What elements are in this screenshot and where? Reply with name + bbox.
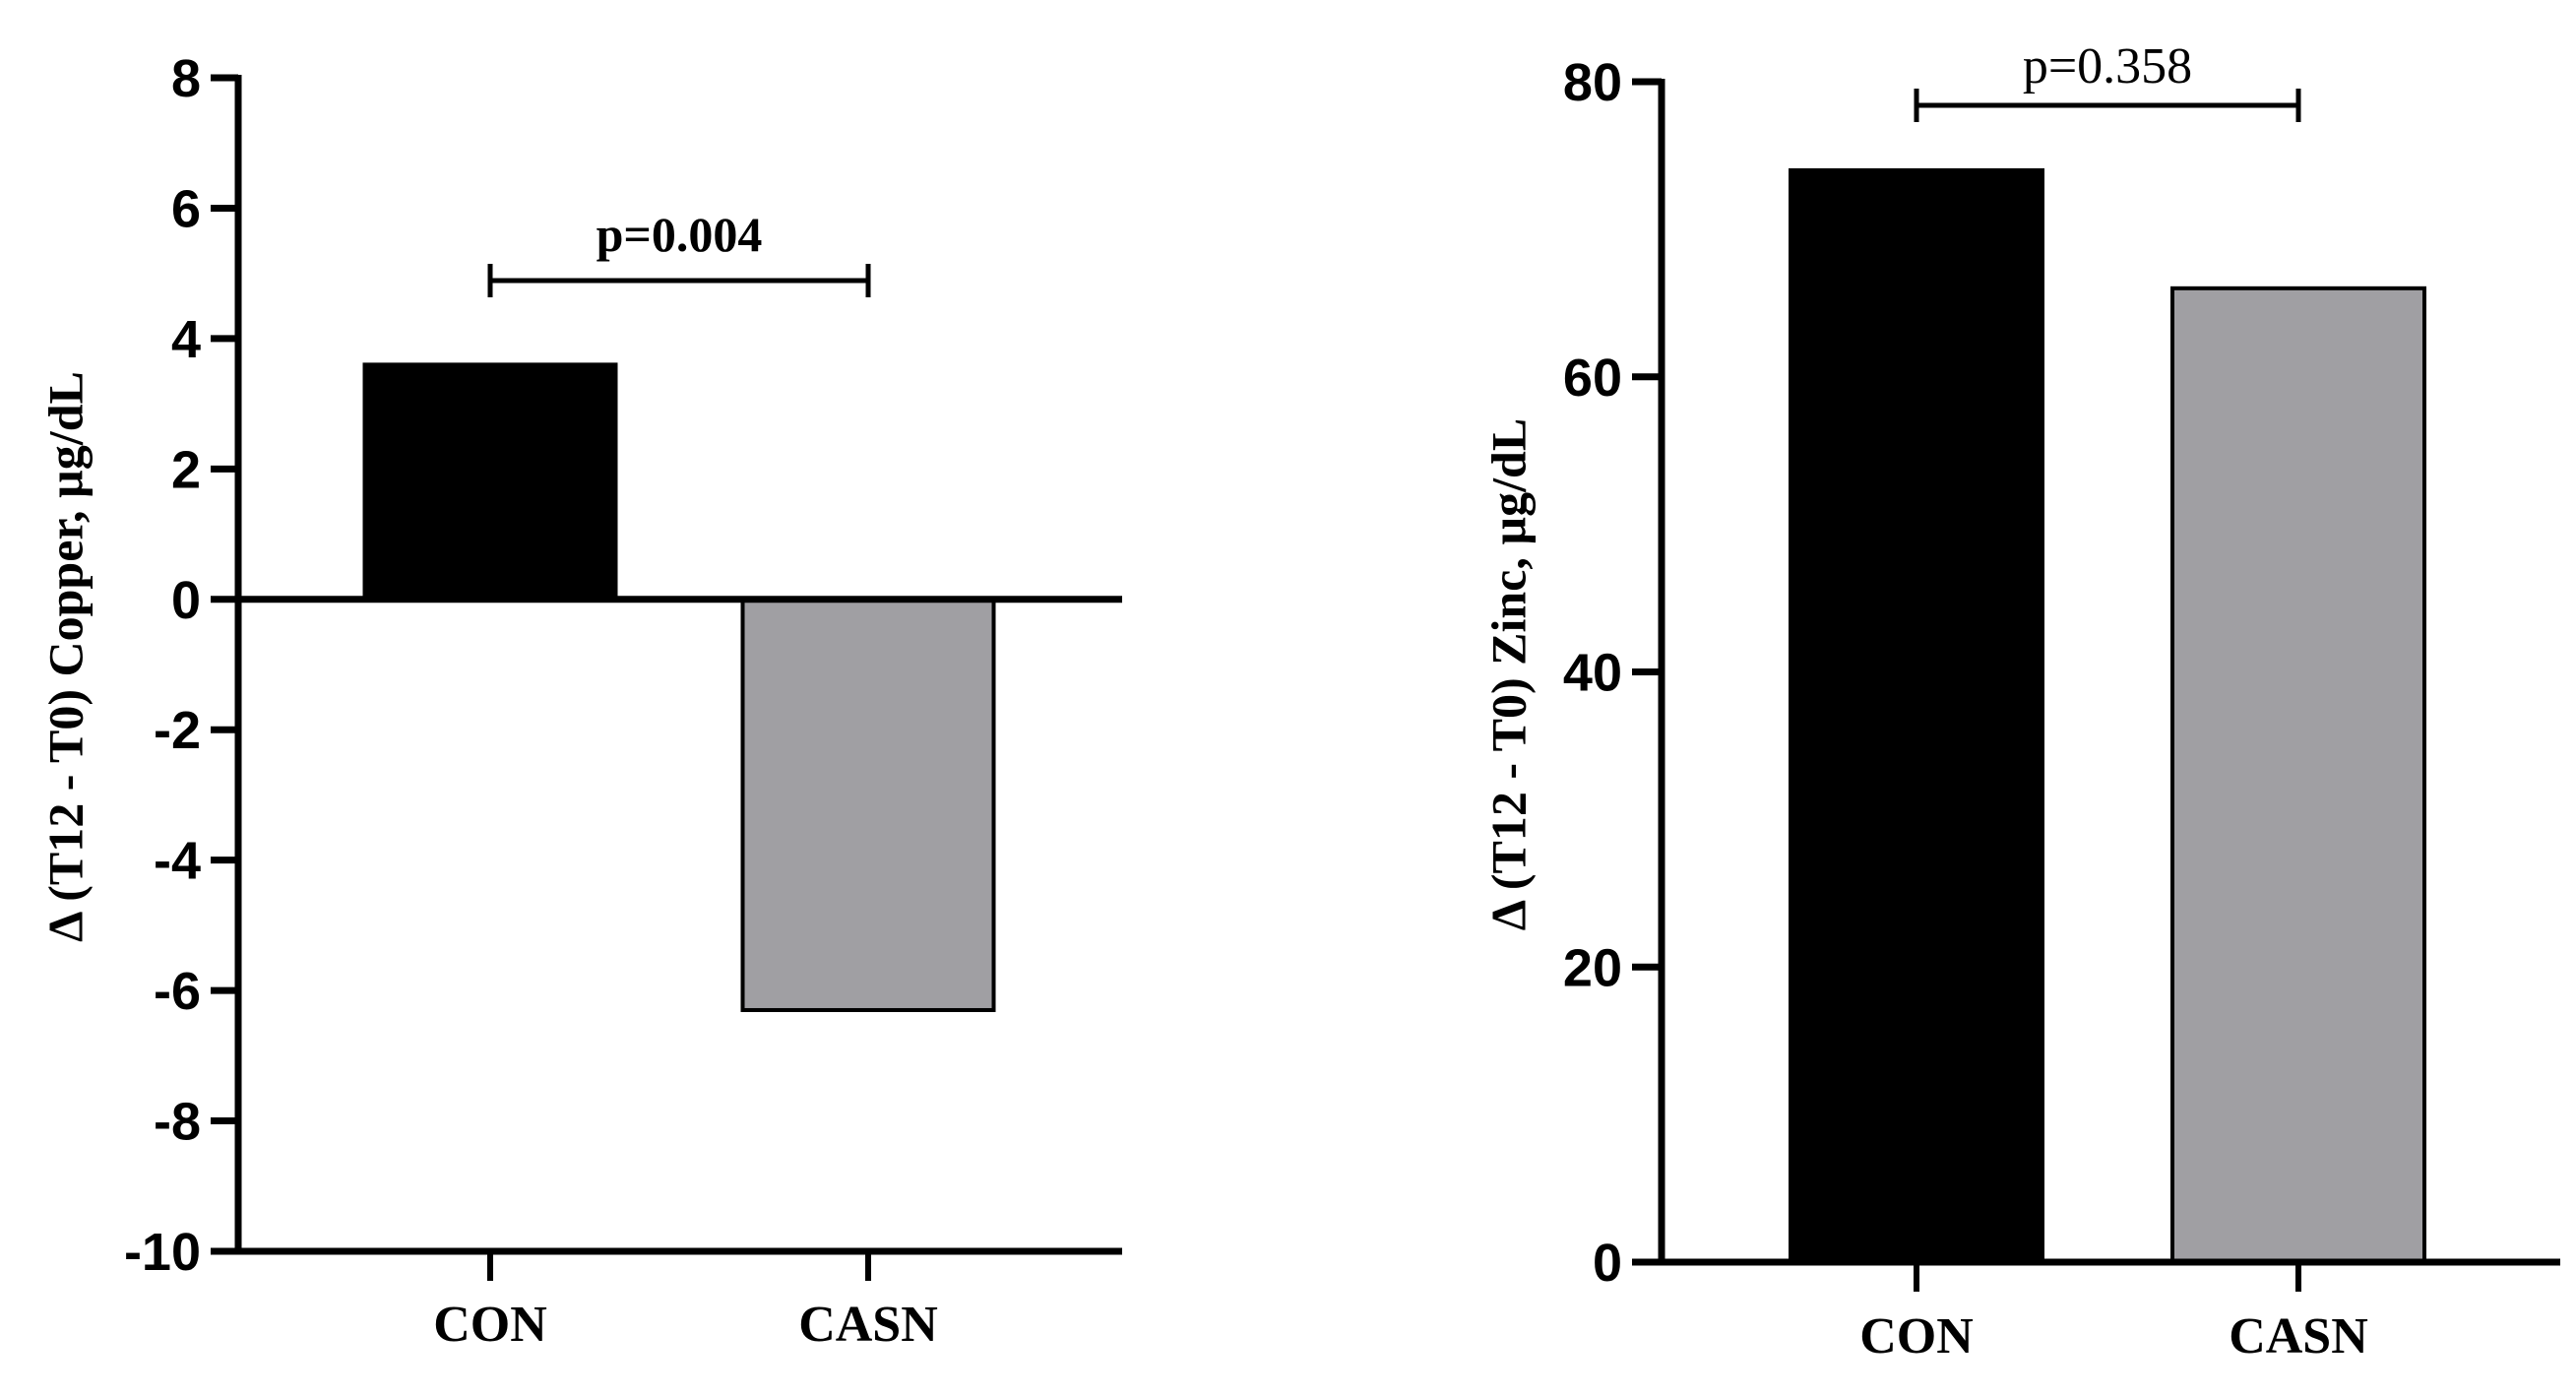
x-category-label-casn: CASN: [2229, 1308, 2368, 1365]
y-tick-label: -8: [154, 1093, 201, 1152]
y-axis-title: Δ (T12 - T0) Copper, µg/dL: [37, 371, 93, 942]
y-tick-label: 2: [171, 440, 201, 499]
x-category-label-casn: CASN: [798, 1297, 938, 1353]
copper-chart: 8 6 4 2 0 -2 -4 -6 -8 -10 CON CASN Δ (T12 - T0) Copp…: [37, 49, 1122, 1353]
significance-bracket: [487, 264, 871, 297]
y-tick-label: -10: [124, 1223, 201, 1282]
y-tick-label: 4: [171, 310, 201, 369]
y-tick-label: 80: [1563, 53, 1622, 112]
y-tick-label: 8: [171, 49, 201, 108]
y-tick-label: 20: [1563, 938, 1622, 997]
bar-con: [362, 362, 618, 602]
zinc-chart: 80 60 40 20 0 CON CASN Δ (T12 - T0) Zinc, µg/dL…: [1480, 38, 2560, 1365]
p-value-label: p=0.004: [597, 207, 763, 262]
y-tick-label: 0: [1593, 1234, 1622, 1293]
bar-con: [1789, 167, 2044, 1264]
bar-casn: [740, 597, 996, 1012]
y-tick-label: 0: [171, 571, 201, 630]
y-tick-label: -4: [154, 832, 201, 891]
y-tick-label: -6: [154, 962, 201, 1021]
y-tick-label: -2: [154, 701, 201, 760]
bar-casn: [2170, 286, 2426, 1264]
significance-bracket: [1914, 89, 2301, 122]
y-tick-label: 6: [171, 179, 201, 238]
y-axis-title: Δ (T12 - T0) Zinc, µg/dL: [1480, 418, 1536, 930]
p-value-label: p=0.358: [2023, 38, 2192, 95]
x-category-label-con: CON: [433, 1297, 547, 1353]
x-category-label-con: CON: [1859, 1308, 1974, 1365]
y-tick-label: 60: [1563, 349, 1622, 408]
y-tick-label: 40: [1563, 644, 1622, 703]
